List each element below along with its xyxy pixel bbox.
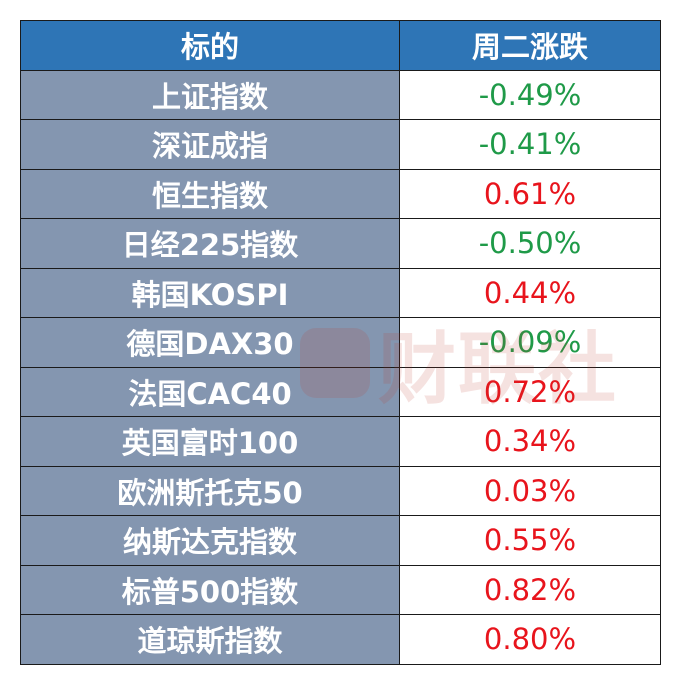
table-row: 英国富时100 0.34% (20, 416, 661, 467)
index-name-cell: 英国富时100 (20, 416, 400, 467)
index-name-cell: 标普500指数 (20, 564, 400, 615)
change-value-cell: -0.41% (399, 119, 661, 170)
table-row: 深证成指 -0.41% (20, 119, 661, 170)
change-value-cell: 0.72% (399, 366, 661, 417)
header-change: 周二涨跌 (399, 20, 661, 71)
change-value-cell: -0.09% (399, 317, 661, 368)
index-name-cell: 纳斯达克指数 (20, 515, 400, 566)
table-row: 纳斯达克指数 0.55% (20, 515, 661, 566)
header-name: 标的 (20, 20, 400, 71)
table-row: 日经225指数 -0.50% (20, 218, 661, 269)
index-name-cell: 韩国KOSPI (20, 267, 400, 318)
index-name-cell: 道琼斯指数 (20, 614, 400, 665)
change-value-cell: 0.44% (399, 267, 661, 318)
table-row: 韩国KOSPI 0.44% (20, 267, 661, 318)
table-row: 上证指数 -0.49% (20, 69, 661, 120)
table-row: 法国CAC40 0.72% (20, 366, 661, 417)
table-row: 标普500指数 0.82% (20, 564, 661, 615)
table-row: 德国DAX30 -0.09% (20, 317, 661, 368)
table-header-row: 标的 周二涨跌 (20, 20, 661, 71)
table-row: 道琼斯指数 0.80% (20, 614, 661, 665)
index-name-cell: 日经225指数 (20, 218, 400, 269)
change-value-cell: 0.34% (399, 416, 661, 467)
change-value-cell: -0.50% (399, 218, 661, 269)
index-name-cell: 深证成指 (20, 119, 400, 170)
change-value-cell: 0.03% (399, 465, 661, 516)
index-name-cell: 欧洲斯托克50 (20, 465, 400, 516)
change-value-cell: 0.82% (399, 564, 661, 615)
index-name-cell: 上证指数 (20, 69, 400, 120)
table-row: 欧洲斯托克50 0.03% (20, 465, 661, 516)
change-value-cell: -0.49% (399, 69, 661, 120)
table-body: 上证指数 -0.49% 深证成指 -0.41% 恒生指数 0.61% 日经225指数 -0.5… (20, 69, 661, 665)
index-change-table: 标的 周二涨跌 上证指数 -0.49% 深证成指 -0.41% 恒生指数 0.61% 日经2… (20, 20, 661, 665)
change-value-cell: 0.61% (399, 168, 661, 219)
change-value-cell: 0.80% (399, 614, 661, 665)
table-row: 恒生指数 0.61% (20, 168, 661, 219)
change-value-cell: 0.55% (399, 515, 661, 566)
index-name-cell: 恒生指数 (20, 168, 400, 219)
index-name-cell: 德国DAX30 (20, 317, 400, 368)
index-name-cell: 法国CAC40 (20, 366, 400, 417)
